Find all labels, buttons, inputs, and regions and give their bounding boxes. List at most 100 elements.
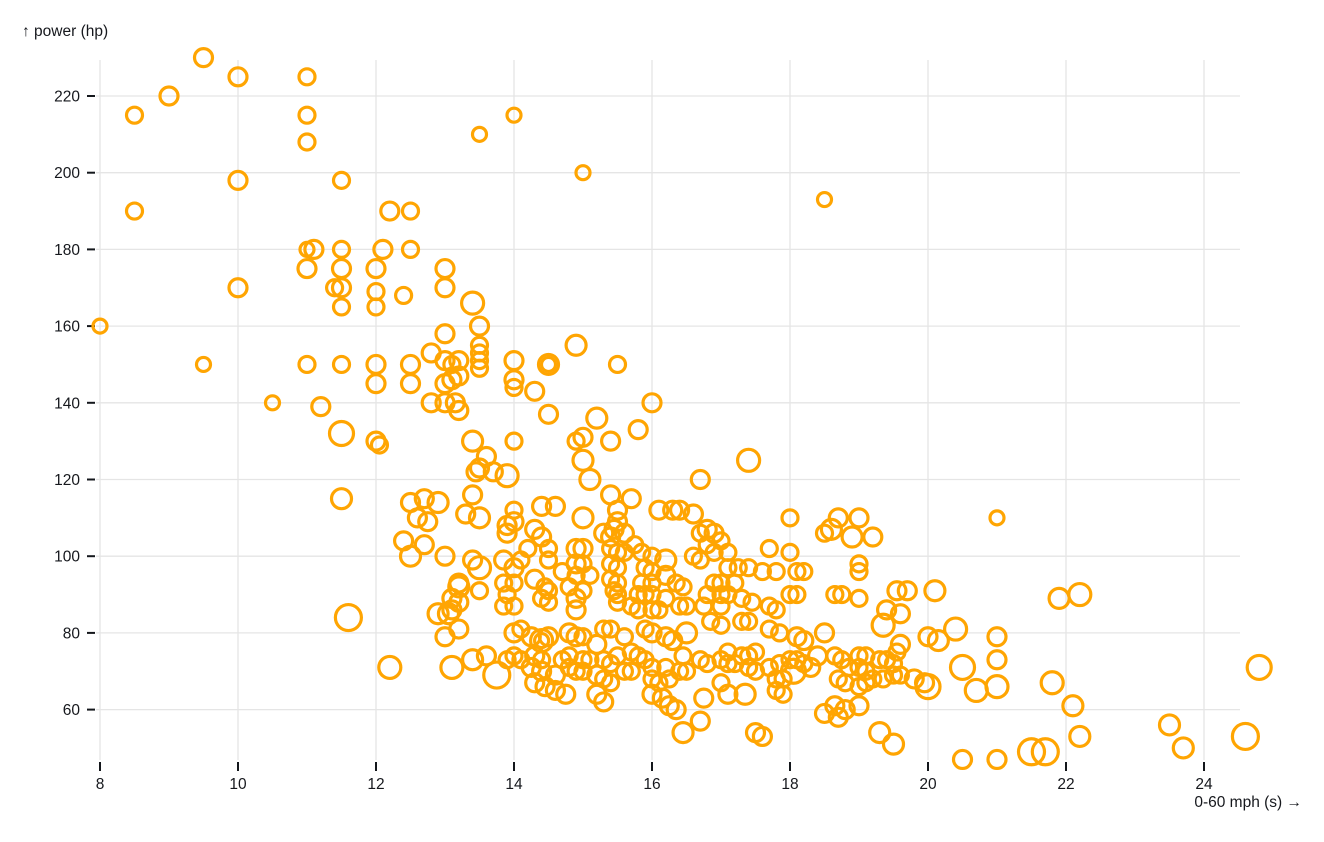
data-point: [662, 629, 684, 652]
data-point: [738, 646, 759, 666]
data-point: [759, 538, 779, 559]
data-point: [745, 661, 766, 681]
data-points: [91, 47, 1273, 771]
data-point: [689, 710, 711, 732]
data-point: [766, 561, 786, 582]
data-point: [711, 596, 731, 616]
data-point: [329, 487, 354, 511]
data-point: [1047, 586, 1071, 610]
data-point: [426, 490, 450, 515]
data-point: [417, 511, 439, 533]
data-point: [607, 584, 628, 605]
data-point: [849, 561, 869, 582]
data-point: [889, 603, 912, 625]
data-point: [544, 679, 567, 702]
data-point: [948, 653, 977, 682]
data-point: [379, 200, 401, 222]
data-point: [192, 47, 215, 69]
axis-tick-labels: 8 10 12 14 16 18 20 22 24 60 80 100 120 140 160 180 200 2…: [54, 89, 1213, 794]
data-point: [532, 631, 551, 650]
data-point: [870, 612, 896, 638]
data-point: [537, 626, 560, 648]
data-point: [331, 239, 352, 259]
data-point: [436, 602, 461, 626]
data-point: [868, 721, 892, 745]
data-point: [571, 506, 595, 530]
data-point: [718, 558, 738, 578]
data-point: [1067, 581, 1093, 608]
data-point: [662, 499, 684, 521]
data-point: [676, 661, 697, 681]
data-point: [813, 622, 836, 644]
data-point: [607, 354, 628, 375]
data-point: [91, 317, 109, 335]
data-point: [469, 358, 490, 378]
y-tick-label: 140: [54, 395, 80, 412]
data-point: [668, 499, 691, 521]
data-point: [600, 619, 621, 639]
data-point: [886, 580, 908, 602]
data-point: [420, 392, 442, 414]
data-point: [628, 600, 648, 620]
data-point: [538, 550, 559, 570]
x-tick-label: 8: [96, 776, 105, 793]
data-point: [671, 721, 695, 745]
data-point: [738, 611, 759, 631]
data-point: [413, 534, 435, 556]
data-point: [593, 691, 615, 713]
data-point: [331, 170, 352, 190]
data-point: [1039, 670, 1065, 696]
data-point: [369, 435, 390, 455]
y-tick-label: 200: [54, 165, 80, 182]
data-point: [439, 654, 465, 681]
data-point: [697, 653, 717, 674]
data-point: [400, 201, 421, 221]
data-point: [813, 702, 836, 725]
data-point: [614, 661, 635, 681]
data-point: [600, 653, 621, 674]
y-tick-label: 80: [63, 625, 81, 642]
data-point: [718, 653, 738, 674]
data-point: [524, 380, 546, 402]
data-point: [494, 463, 520, 489]
data-point: [574, 164, 592, 182]
data-point: [780, 542, 800, 562]
data-point: [297, 354, 317, 375]
data-point: [462, 549, 484, 571]
data-point: [434, 277, 456, 299]
data-point: [825, 584, 845, 605]
data-point: [124, 105, 145, 125]
data-point: [398, 544, 423, 568]
data-point: [732, 611, 752, 631]
data-point: [606, 499, 629, 521]
data-point: [986, 626, 1008, 648]
data-point: [585, 406, 609, 430]
x-tick-label: 10: [229, 776, 247, 793]
data-point: [297, 105, 317, 125]
data-point: [849, 588, 869, 608]
data-point: [496, 522, 518, 544]
data-point: [462, 484, 484, 506]
data-point: [604, 581, 624, 601]
data-point: [832, 584, 852, 605]
data-point: [704, 542, 724, 562]
data-point: [600, 673, 621, 693]
data-point: [942, 616, 969, 642]
data-point: [787, 584, 807, 605]
data-point: [466, 555, 493, 581]
data-point: [742, 592, 762, 612]
x-tick-label: 22: [1057, 776, 1074, 793]
data-point: [448, 399, 470, 422]
data-point: [413, 488, 435, 510]
data-point: [773, 684, 793, 704]
data-point: [538, 592, 559, 612]
data-point: [766, 600, 786, 620]
data-point: [394, 285, 414, 306]
data-point: [648, 499, 670, 521]
data-point: [752, 561, 773, 582]
data-point: [578, 467, 602, 492]
data-point: [469, 351, 490, 371]
x-tick-label: 14: [505, 776, 523, 793]
data-point: [903, 668, 925, 690]
data-point: [505, 106, 523, 124]
